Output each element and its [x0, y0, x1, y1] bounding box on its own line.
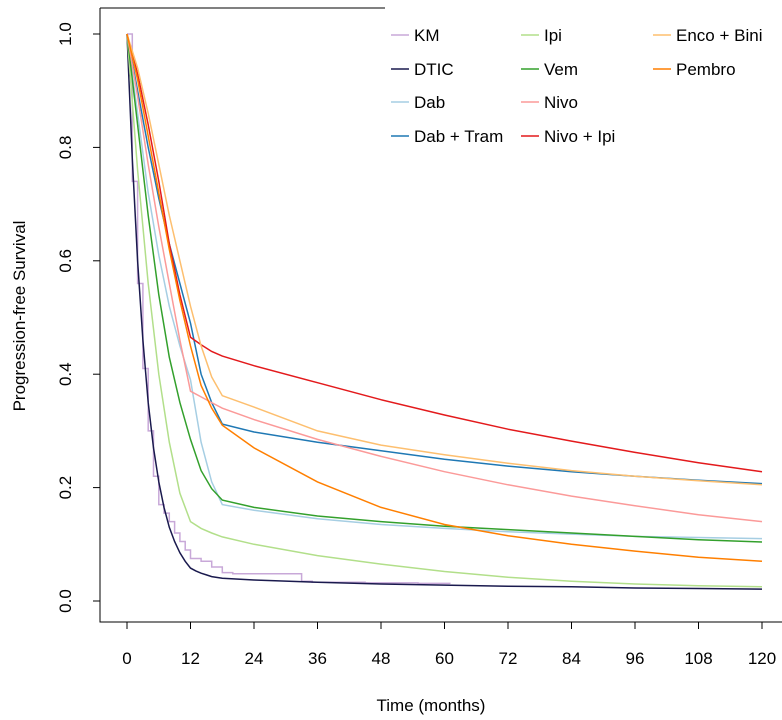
y-tick-label: 0.6	[56, 249, 75, 273]
x-tick-label: 120	[748, 649, 776, 668]
x-tick-label: 72	[499, 649, 518, 668]
y-tick-label: 1.0	[56, 22, 75, 46]
legend-label: Dab + Tram	[414, 127, 503, 146]
series-line-enco-bini	[126, 33, 763, 486]
series-line-nivo	[126, 33, 763, 523]
x-tick-label: 60	[435, 649, 454, 668]
x-tick-label: 108	[684, 649, 712, 668]
x-tick-label: 0	[122, 649, 131, 668]
legend-label: Nivo + Ipi	[544, 127, 615, 146]
legend-label: Vem	[544, 60, 578, 79]
plot-frame	[99, 7, 782, 623]
legend-label: Dab	[414, 93, 445, 112]
x-tick-label: 48	[372, 649, 391, 668]
legend-label: Nivo	[544, 93, 578, 112]
x-axis: 0 12 24 36 48 60 72 84 96 108 120	[122, 622, 776, 668]
y-tick-label: 0.0	[56, 589, 75, 613]
legend-label: KM	[414, 26, 440, 45]
y-tick-label: 0.2	[56, 476, 75, 500]
x-tick-label: 24	[245, 649, 264, 668]
legend: KM DTIC Dab Dab + Tram Ipi Vem Nivo Nivo + Ipi E…	[391, 26, 762, 146]
x-tick-label: 12	[181, 649, 200, 668]
series-line-vem	[126, 33, 763, 543]
legend-label: Ipi	[544, 26, 562, 45]
y-axis: 0.0 0.2 0.4 0.6 0.8 1.0	[56, 22, 100, 613]
legend-label: DTIC	[414, 60, 454, 79]
series-line-nivo-ipi	[126, 33, 763, 473]
x-tick-label: 96	[626, 649, 645, 668]
legend-label: Enco + Bini	[676, 26, 762, 45]
y-tick-label: 0.8	[56, 136, 75, 160]
series-line-dtic	[126, 33, 763, 590]
series-line-km	[127, 33, 451, 585]
legend-label: Pembro	[676, 60, 736, 79]
series-line-pembro	[126, 33, 763, 563]
series-line-ipi	[126, 33, 763, 588]
y-axis-label: Progression-free Survival	[10, 221, 29, 412]
series-layer	[126, 33, 763, 590]
series-line-dab	[126, 33, 763, 540]
x-axis-label: Time (months)	[377, 696, 486, 715]
x-tick-label: 84	[562, 649, 581, 668]
y-tick-label: 0.4	[56, 362, 75, 386]
x-tick-label: 36	[308, 649, 327, 668]
plot-border	[99, 8, 782, 623]
